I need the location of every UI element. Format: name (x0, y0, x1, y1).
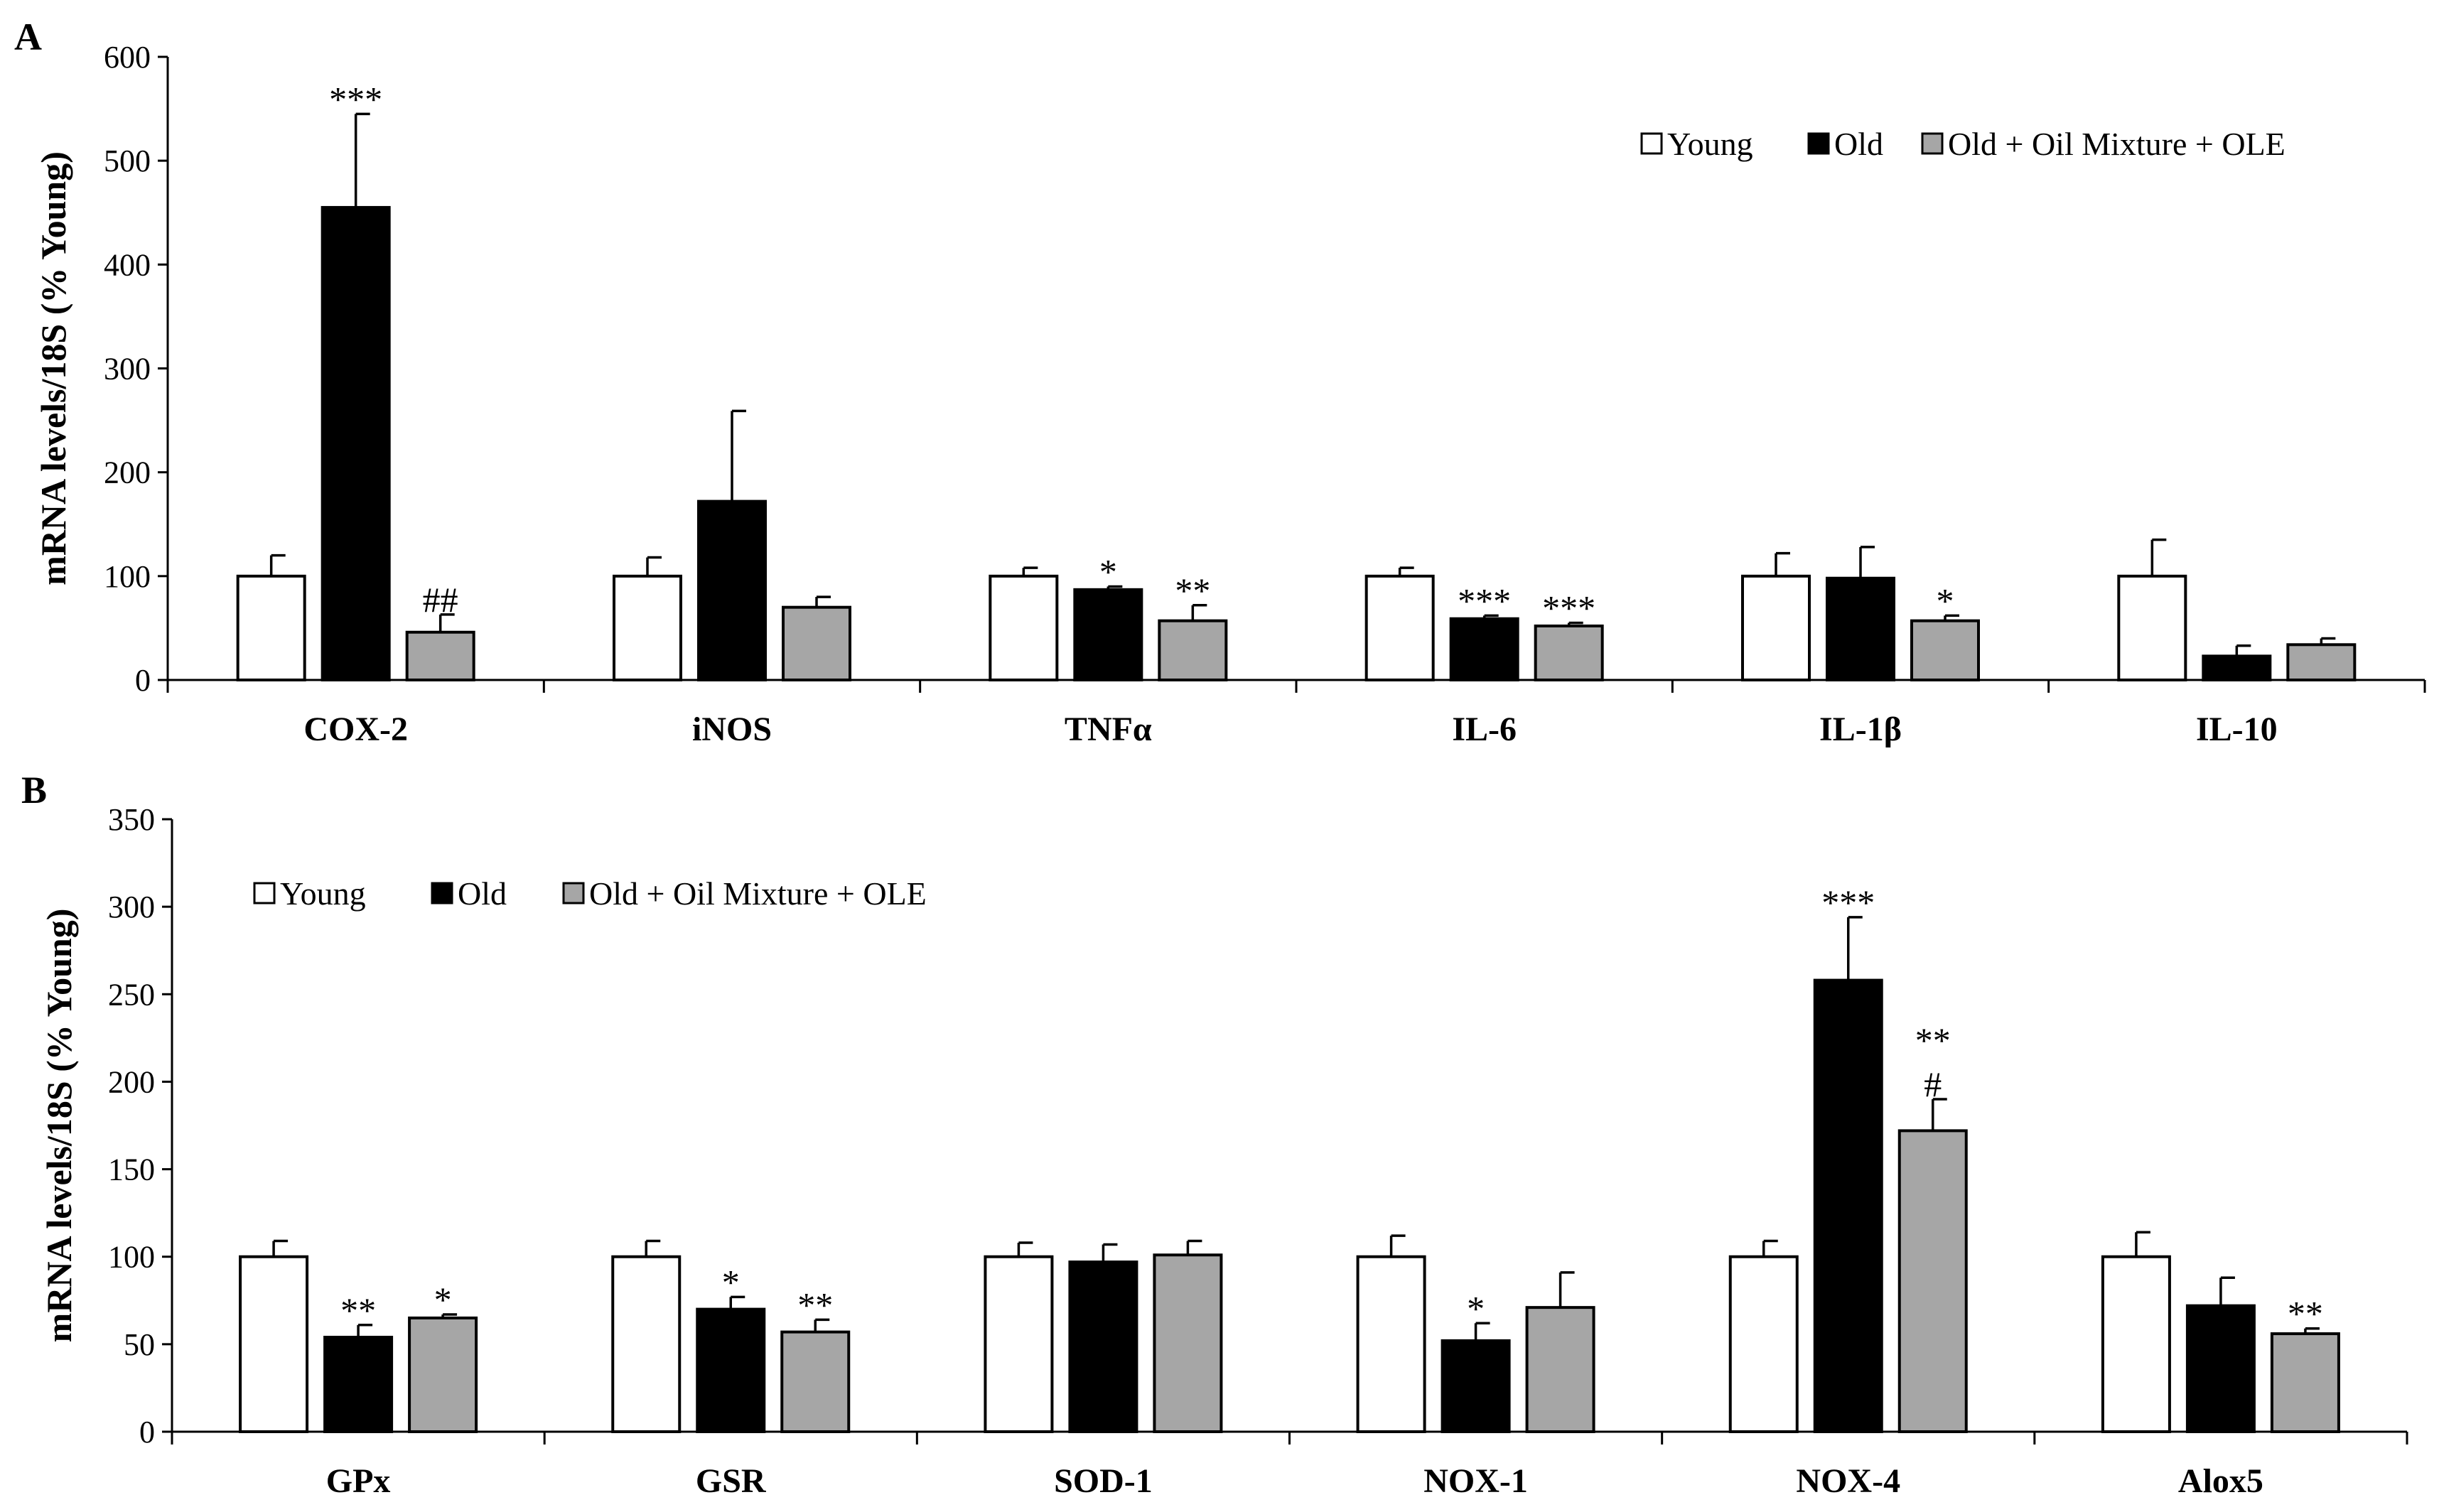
legend-entry: Young (280, 875, 366, 912)
bar-old (2202, 654, 2272, 681)
legend-entry: Old + Oil Mixture + OLE (1948, 126, 2285, 162)
significance-label: * (1099, 551, 1117, 591)
significance-label: *** (329, 79, 382, 119)
bar-old (1813, 978, 1883, 1433)
bar-young (989, 574, 1059, 681)
significance-label: ** (2288, 1294, 2323, 1334)
y-tick-label: 100 (108, 1240, 155, 1275)
significance-label: # (1924, 1064, 1942, 1104)
bar-old-oil-mixture-ole (780, 1330, 851, 1434)
significance-label: *** (1821, 882, 1875, 922)
legend-swatch (1807, 132, 1830, 155)
bar-young (1356, 1255, 1426, 1433)
bar-old-oil-mixture-ole (1525, 1306, 1595, 1433)
significance-label: ## (423, 580, 458, 620)
significance-label: * (722, 1262, 740, 1302)
category-label: Alox5 (2178, 1462, 2263, 1500)
bar-old (697, 500, 767, 681)
significance-label: * (1467, 1288, 1485, 1328)
bar-old (696, 1307, 766, 1433)
category-label: SOD-1 (1054, 1462, 1153, 1500)
bar-old-oil-mixture-ole (1910, 619, 1980, 681)
significance-label: * (434, 1280, 452, 1319)
legend-swatch (253, 882, 276, 904)
bar-young (613, 574, 682, 681)
y-tick-label: 350 (108, 802, 155, 837)
category-label: GSR (696, 1462, 767, 1500)
category-label: IL-6 (1452, 711, 1517, 748)
y-axis-title: mRNA levels/18S (% Young) (33, 151, 73, 585)
bar-old (323, 1336, 394, 1434)
bar-old (2185, 1304, 2256, 1434)
category-label: NOX-4 (1796, 1462, 1900, 1500)
y-tick-label: 200 (108, 1064, 155, 1099)
significance-label: *** (1542, 588, 1595, 628)
legend-swatch (1921, 132, 1944, 155)
bar-old-oil-mixture-ole (1153, 1253, 1223, 1434)
bar-old-oil-mixture-ole (1534, 624, 1604, 682)
y-axis-title: mRNA levels/18S (% Young) (39, 909, 79, 1343)
y-tick-label: 0 (139, 1415, 155, 1449)
significance-label: ** (1915, 1020, 1951, 1060)
bar-old-oil-mixture-ole (408, 1316, 478, 1434)
bar-old (1826, 576, 1895, 681)
bar-old (1449, 617, 1519, 681)
legend-swatch (562, 882, 585, 904)
y-tick-label: 500 (104, 144, 151, 178)
bar-old-oil-mixture-ole (2270, 1332, 2340, 1433)
bar-old (321, 205, 391, 682)
legend-entry: Old (458, 875, 507, 912)
significance-label: ** (340, 1290, 376, 1330)
legend-entry: Old + Oil Mixture + OLE (589, 875, 927, 912)
bar-old-oil-mixture-ole (782, 605, 851, 682)
bar-old (1073, 588, 1143, 682)
bar-young (2117, 574, 2187, 681)
y-tick-label: 100 (104, 559, 151, 594)
y-tick-label: 0 (135, 663, 151, 698)
bar-old-oil-mixture-ole (1158, 619, 1228, 681)
legend-entry: Young (1667, 126, 1753, 162)
bar-old-oil-mixture-ole (1897, 1129, 1968, 1433)
category-label: GPx (326, 1462, 391, 1500)
legend-swatch (431, 882, 453, 904)
bar-young (1741, 574, 1811, 681)
significance-label: ** (797, 1285, 833, 1324)
bar-young (984, 1255, 1054, 1433)
significance-label: ** (1175, 571, 1210, 610)
bar-young (239, 1255, 309, 1433)
panel-b: B 0 50 100 150 200 250 300 350 mRNA levels/18S (%… (21, 769, 2408, 1500)
legend-swatch (1640, 132, 1663, 155)
y-tick-label: 400 (104, 247, 151, 282)
panel-letter: B (21, 769, 47, 811)
bar-young (1728, 1255, 1799, 1433)
bar-young (2101, 1255, 2171, 1433)
y-tick-label: 300 (108, 890, 155, 924)
category-label: TNFα (1065, 711, 1152, 748)
y-tick-label: 250 (108, 977, 155, 1012)
bar-young (611, 1255, 682, 1433)
significance-label: *** (1458, 580, 1511, 620)
legend-entry: Old (1834, 126, 1883, 162)
bar-young (236, 574, 306, 681)
bar-old-oil-mixture-ole (405, 630, 475, 681)
y-tick-label: 600 (104, 40, 151, 75)
y-tick-label: 50 (124, 1327, 155, 1362)
category-label: iNOS (692, 711, 772, 748)
panel-letter: A (14, 16, 42, 58)
significance-label: * (1937, 580, 1954, 620)
y-tick-label: 200 (104, 455, 151, 490)
category-label: IL-1β (1819, 711, 1902, 748)
y-tick-label: 150 (108, 1152, 155, 1187)
panel-a: A 0 100 200 300 400 500 600 mRNA levels/18S (% Y… (14, 16, 2426, 748)
bar-old (1068, 1260, 1138, 1434)
category-label: NOX-1 (1423, 1462, 1528, 1500)
bar-young (1364, 574, 1435, 681)
bar-old-oil-mixture-ole (2286, 643, 2357, 682)
y-tick-label: 300 (104, 352, 151, 387)
category-label: IL-10 (2196, 711, 2278, 748)
category-label: COX-2 (303, 711, 408, 748)
bar-old (1441, 1339, 1511, 1433)
